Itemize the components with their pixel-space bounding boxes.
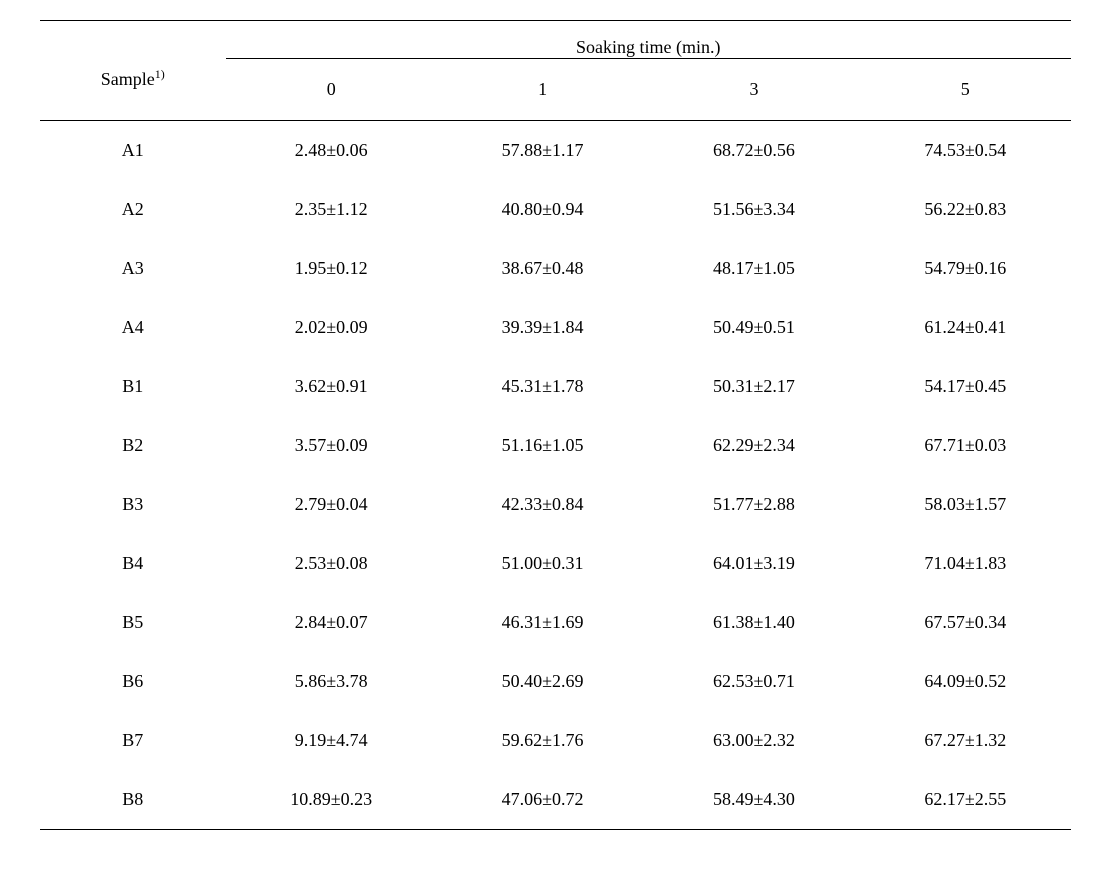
sample-cell: B7 xyxy=(40,711,226,770)
sample-cell: A2 xyxy=(40,180,226,239)
value-cell: 64.09±0.52 xyxy=(860,652,1071,711)
value-cell: 48.17±1.05 xyxy=(648,239,859,298)
sample-cell: B6 xyxy=(40,652,226,711)
table-row: B52.84±0.0746.31±1.6961.38±1.4067.57±0.3… xyxy=(40,593,1071,652)
data-table: Sample1) Soaking time (min.) 0 1 3 5 A12… xyxy=(40,20,1071,830)
sample-cell: B8 xyxy=(40,770,226,830)
value-cell: 67.71±0.03 xyxy=(860,416,1071,475)
value-cell: 59.62±1.76 xyxy=(437,711,648,770)
value-cell: 46.31±1.69 xyxy=(437,593,648,652)
value-cell: 3.62±0.91 xyxy=(226,357,437,416)
value-cell: 50.31±2.17 xyxy=(648,357,859,416)
value-cell: 67.27±1.32 xyxy=(860,711,1071,770)
value-cell: 3.57±0.09 xyxy=(226,416,437,475)
value-cell: 64.01±3.19 xyxy=(648,534,859,593)
value-cell: 42.33±0.84 xyxy=(437,475,648,534)
value-cell: 51.77±2.88 xyxy=(648,475,859,534)
table-row: A22.35±1.1240.80±0.9451.56±3.3456.22±0.8… xyxy=(40,180,1071,239)
sample-label: Sample xyxy=(101,69,155,89)
value-cell: 5.86±3.78 xyxy=(226,652,437,711)
value-cell: 63.00±2.32 xyxy=(648,711,859,770)
value-cell: 2.02±0.09 xyxy=(226,298,437,357)
sample-cell: B4 xyxy=(40,534,226,593)
value-cell: 45.31±1.78 xyxy=(437,357,648,416)
value-cell: 67.57±0.34 xyxy=(860,593,1071,652)
value-cell: 62.29±2.34 xyxy=(648,416,859,475)
table-header: Sample1) Soaking time (min.) 0 1 3 5 xyxy=(40,21,1071,121)
sample-superscript: 1) xyxy=(155,67,165,81)
value-cell: 62.53±0.71 xyxy=(648,652,859,711)
table-row: B79.19±4.7459.62±1.7663.00±2.3267.27±1.3… xyxy=(40,711,1071,770)
table-row: B32.79±0.0442.33±0.8451.77±2.8858.03±1.5… xyxy=(40,475,1071,534)
value-cell: 54.79±0.16 xyxy=(860,239,1071,298)
value-cell: 2.48±0.06 xyxy=(226,121,437,181)
table-row: A12.48±0.0657.88±1.1768.72±0.5674.53±0.5… xyxy=(40,121,1071,181)
value-cell: 56.22±0.83 xyxy=(860,180,1071,239)
value-cell: 39.39±1.84 xyxy=(437,298,648,357)
value-cell: 40.80±0.94 xyxy=(437,180,648,239)
value-cell: 50.49±0.51 xyxy=(648,298,859,357)
time-header-1: 1 xyxy=(437,59,648,121)
value-cell: 61.38±1.40 xyxy=(648,593,859,652)
table-row: B810.89±0.2347.06±0.7258.49±4.3062.17±2.… xyxy=(40,770,1071,830)
table-row: B65.86±3.7850.40±2.6962.53±0.7164.09±0.5… xyxy=(40,652,1071,711)
table-body: A12.48±0.0657.88±1.1768.72±0.5674.53±0.5… xyxy=(40,121,1071,830)
sample-cell: A3 xyxy=(40,239,226,298)
value-cell: 10.89±0.23 xyxy=(226,770,437,830)
sample-cell: B1 xyxy=(40,357,226,416)
value-cell: 51.00±0.31 xyxy=(437,534,648,593)
value-cell: 2.35±1.12 xyxy=(226,180,437,239)
sample-cell: B2 xyxy=(40,416,226,475)
table-row: B13.62±0.9145.31±1.7850.31±2.1754.17±0.4… xyxy=(40,357,1071,416)
sample-cell: A4 xyxy=(40,298,226,357)
value-cell: 58.03±1.57 xyxy=(860,475,1071,534)
value-cell: 61.24±0.41 xyxy=(860,298,1071,357)
soaking-time-group-header: Soaking time (min.) xyxy=(226,21,1071,59)
value-cell: 58.49±4.30 xyxy=(648,770,859,830)
value-cell: 74.53±0.54 xyxy=(860,121,1071,181)
table-row: A42.02±0.0939.39±1.8450.49±0.5161.24±0.4… xyxy=(40,298,1071,357)
time-header-3: 3 xyxy=(648,59,859,121)
value-cell: 38.67±0.48 xyxy=(437,239,648,298)
value-cell: 50.40±2.69 xyxy=(437,652,648,711)
value-cell: 9.19±4.74 xyxy=(226,711,437,770)
value-cell: 2.84±0.07 xyxy=(226,593,437,652)
sample-cell: B5 xyxy=(40,593,226,652)
value-cell: 54.17±0.45 xyxy=(860,357,1071,416)
value-cell: 2.79±0.04 xyxy=(226,475,437,534)
sample-cell: A1 xyxy=(40,121,226,181)
value-cell: 51.16±1.05 xyxy=(437,416,648,475)
value-cell: 57.88±1.17 xyxy=(437,121,648,181)
sample-cell: B3 xyxy=(40,475,226,534)
value-cell: 47.06±0.72 xyxy=(437,770,648,830)
table-row: B42.53±0.0851.00±0.3164.01±3.1971.04±1.8… xyxy=(40,534,1071,593)
value-cell: 51.56±3.34 xyxy=(648,180,859,239)
value-cell: 1.95±0.12 xyxy=(226,239,437,298)
value-cell: 71.04±1.83 xyxy=(860,534,1071,593)
time-header-0: 0 xyxy=(226,59,437,121)
sample-column-header: Sample1) xyxy=(40,21,226,121)
time-header-5: 5 xyxy=(860,59,1071,121)
table-row: A31.95±0.1238.67±0.4848.17±1.0554.79±0.1… xyxy=(40,239,1071,298)
value-cell: 68.72±0.56 xyxy=(648,121,859,181)
table-row: B23.57±0.0951.16±1.0562.29±2.3467.71±0.0… xyxy=(40,416,1071,475)
value-cell: 62.17±2.55 xyxy=(860,770,1071,830)
value-cell: 2.53±0.08 xyxy=(226,534,437,593)
